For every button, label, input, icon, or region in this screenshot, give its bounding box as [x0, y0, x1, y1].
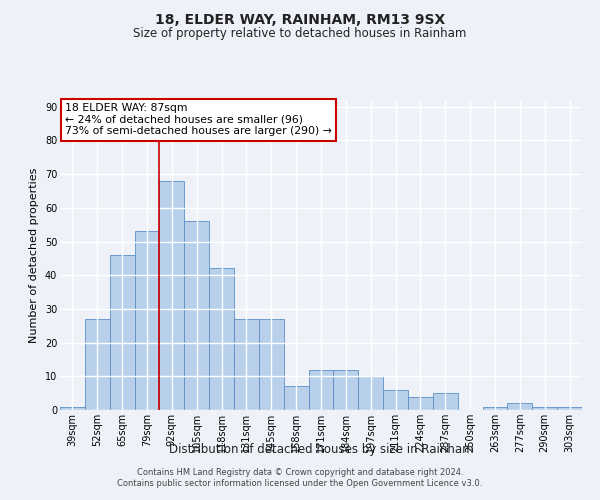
Bar — [209, 268, 234, 410]
Bar — [85, 319, 110, 410]
Text: Size of property relative to detached houses in Rainham: Size of property relative to detached ho… — [133, 28, 467, 40]
Bar — [284, 386, 308, 410]
Bar — [234, 319, 259, 410]
Bar — [308, 370, 334, 410]
Bar — [408, 396, 433, 410]
Y-axis label: Number of detached properties: Number of detached properties — [29, 168, 39, 342]
Text: 18 ELDER WAY: 87sqm
← 24% of detached houses are smaller (96)
73% of semi-detach: 18 ELDER WAY: 87sqm ← 24% of detached ho… — [65, 103, 332, 136]
Bar — [358, 376, 383, 410]
Bar — [557, 406, 582, 410]
Bar — [60, 406, 85, 410]
Bar — [508, 404, 532, 410]
Bar — [134, 232, 160, 410]
Text: 18, ELDER WAY, RAINHAM, RM13 9SX: 18, ELDER WAY, RAINHAM, RM13 9SX — [155, 12, 445, 26]
Bar — [259, 319, 284, 410]
Bar — [184, 222, 209, 410]
Bar — [433, 393, 458, 410]
Bar — [160, 181, 184, 410]
Text: Contains HM Land Registry data © Crown copyright and database right 2024.
Contai: Contains HM Land Registry data © Crown c… — [118, 468, 482, 487]
Bar — [532, 406, 557, 410]
Bar — [334, 370, 358, 410]
Bar — [482, 406, 508, 410]
Bar — [383, 390, 408, 410]
Text: Distribution of detached houses by size in Rainham: Distribution of detached houses by size … — [169, 442, 473, 456]
Bar — [110, 255, 134, 410]
